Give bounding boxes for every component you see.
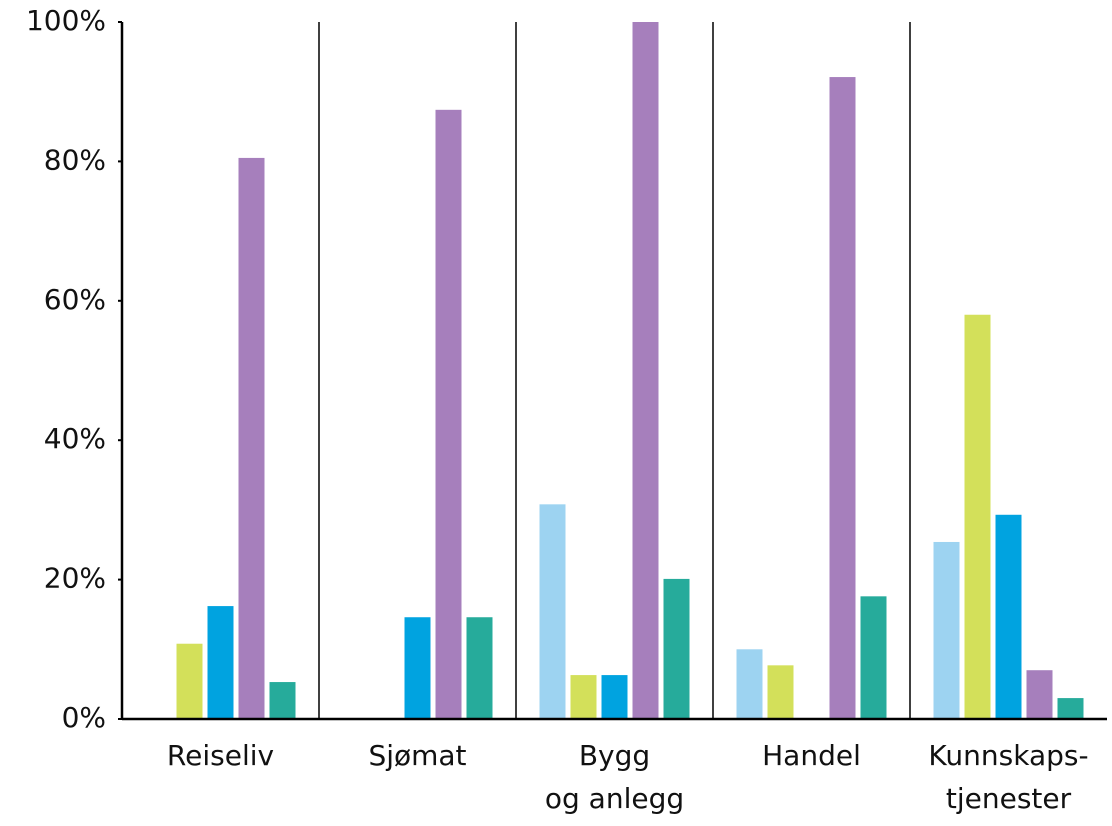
x-tick-label-line: Handel bbox=[762, 739, 861, 772]
bar bbox=[933, 541, 960, 719]
bar bbox=[269, 682, 296, 719]
bar bbox=[964, 314, 991, 719]
x-tick-label: Kunnskaps-tjenester bbox=[928, 739, 1088, 815]
bar bbox=[207, 606, 234, 719]
y-tick-label: 100% bbox=[26, 4, 106, 37]
bar bbox=[435, 109, 462, 719]
bar bbox=[539, 504, 566, 719]
bar bbox=[663, 578, 690, 719]
bar bbox=[466, 617, 493, 719]
bar bbox=[736, 649, 763, 719]
y-tick-label: 0% bbox=[62, 701, 106, 734]
bar bbox=[238, 157, 265, 720]
x-tick-label-line: Bygg bbox=[579, 739, 650, 772]
x-tick-label-line: tjenester bbox=[946, 782, 1072, 815]
bar bbox=[767, 665, 794, 719]
x-tick-label-line: Kunnskaps- bbox=[928, 739, 1088, 772]
x-tick-label: Bygg og anlegg bbox=[545, 739, 684, 815]
bar bbox=[601, 675, 628, 719]
x-tick-label-line: og anlegg bbox=[545, 782, 684, 815]
x-tick-label: Reiseliv bbox=[167, 739, 274, 772]
x-tick-label-line: Sjømat bbox=[368, 739, 466, 772]
bar bbox=[570, 675, 597, 719]
bar bbox=[995, 514, 1022, 719]
bar bbox=[1026, 670, 1053, 719]
x-tick-label-line: Reiseliv bbox=[167, 739, 274, 772]
x-tick-label: Handel bbox=[762, 739, 861, 772]
y-tick-label: 40% bbox=[44, 422, 106, 455]
bar bbox=[404, 617, 431, 719]
y-tick-label: 80% bbox=[44, 143, 106, 176]
y-tick-label: 60% bbox=[44, 283, 106, 316]
x-tick-label: Sjømat bbox=[368, 739, 466, 772]
bar bbox=[860, 596, 887, 719]
bar bbox=[632, 22, 659, 719]
bar bbox=[1057, 698, 1084, 719]
bar bbox=[829, 77, 856, 720]
bar bbox=[176, 643, 203, 719]
y-tick-label: 20% bbox=[44, 562, 106, 595]
